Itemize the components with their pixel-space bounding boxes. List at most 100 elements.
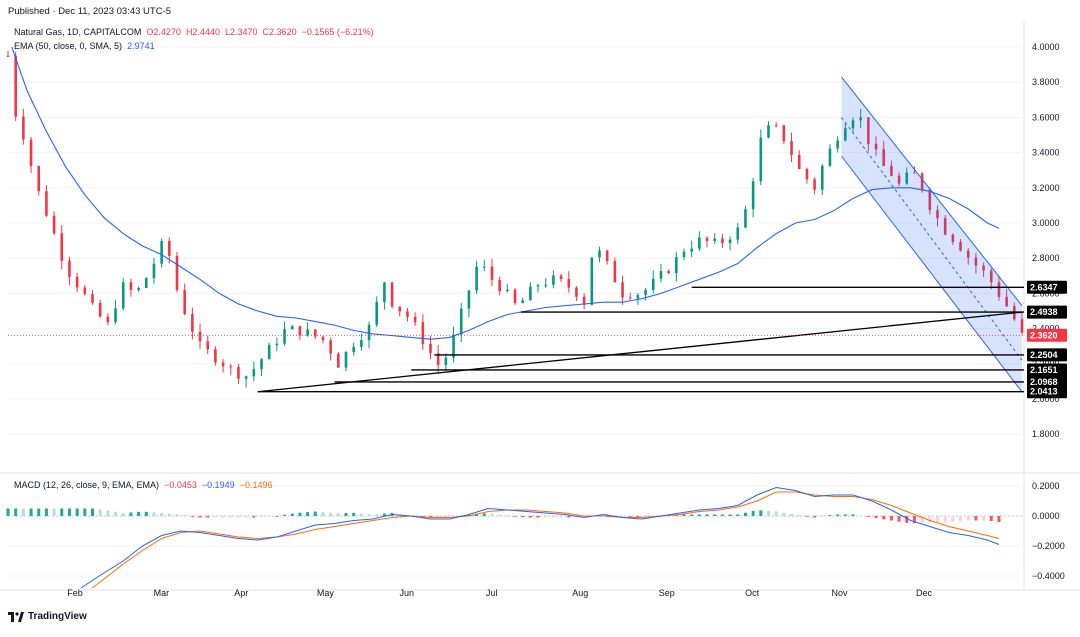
candle-down [989, 270, 993, 283]
macd-hist-bar [152, 512, 156, 516]
candle-down [14, 55, 17, 117]
level-label-box [1027, 375, 1067, 389]
candle-down [513, 289, 517, 304]
ema-label[interactable]: EMA (50, close, 0, SMA, 5) [14, 41, 123, 51]
macd-hist-bar [198, 516, 202, 518]
level-label-box [1027, 305, 1067, 319]
macd-hist-bar [329, 512, 333, 516]
macd-hist-bar [959, 516, 963, 522]
macd-hist-bar [367, 514, 371, 516]
macd-hist-bar [467, 514, 471, 516]
candle-up [475, 266, 478, 291]
candle-up [759, 137, 763, 182]
macd-legend[interactable]: MACD (12, 26, close, 9, EMA, EMA) −0.045… [14, 480, 272, 490]
change-value: −0.1565 (−6.21%) [301, 27, 374, 37]
macd-hist-bar [375, 514, 379, 516]
candle-down [436, 353, 440, 365]
price-tick-label: 3.0000 [1032, 218, 1060, 228]
level-label-box [1027, 348, 1067, 362]
published-line: Published · Dec 11, 2023 03:43 UTC-5 [8, 6, 172, 17]
candle-down [582, 296, 586, 305]
candle-up [360, 340, 363, 347]
price-tick-label: 2.4000 [1032, 324, 1060, 334]
candle-up [114, 308, 117, 323]
macd-hist-bar [697, 514, 701, 516]
macd-hist-bar [836, 514, 840, 516]
candle-down [398, 306, 402, 312]
candle-down [867, 117, 870, 144]
symbol-legend[interactable]: Natural Gas, 1D, CAPITALCOM O2.4270 H2.4… [14, 27, 374, 37]
macd-hist-bar [98, 509, 102, 516]
macd-hist-bar [359, 513, 363, 516]
candle-up [144, 278, 148, 288]
candle-down [605, 250, 609, 262]
macd-hist-bar [275, 516, 279, 517]
candle-down [129, 282, 133, 290]
price-tick-label: 2.8000 [1032, 253, 1060, 263]
candle-down [559, 275, 563, 280]
macd-hist-bar [728, 514, 732, 516]
macd-hist-bar [521, 516, 525, 518]
candle-up [690, 248, 693, 252]
macd-hist-bar [344, 513, 348, 516]
candle-down [298, 326, 302, 336]
candle-up [736, 227, 740, 240]
candle-down [98, 302, 102, 317]
ema-legend[interactable]: EMA (50, close, 0, SMA, 5) 2.9741 [14, 41, 155, 51]
price-tick-label: 3.4000 [1032, 148, 1060, 158]
candle-up [152, 263, 156, 279]
candle-up [659, 271, 663, 279]
macd-hist-bar [129, 512, 133, 516]
macd-line [80, 486, 1000, 588]
candle-up [137, 287, 140, 290]
ema-value: 2.9741 [127, 41, 155, 51]
macd-hist-bar [759, 510, 763, 516]
macd-hist-bar [37, 508, 41, 516]
macd-hist-bar [828, 515, 832, 516]
macd-hist-bar [989, 516, 993, 521]
candle-down [406, 311, 409, 317]
candle-up [529, 286, 532, 301]
candle-down [421, 322, 425, 344]
macd-hist-bar [774, 511, 778, 516]
time-tick-label: Sep [659, 588, 675, 598]
candle-down [974, 257, 978, 266]
macd-label[interactable]: MACD (12, 26, close, 9, EMA, EMA) [14, 480, 160, 490]
candle-up [544, 284, 548, 286]
macd-hist-bar [736, 514, 740, 516]
macd-hist-bar [452, 516, 456, 517]
macd-hist-bar [52, 508, 56, 516]
candle-down [429, 343, 432, 354]
candle-down [313, 329, 317, 337]
candle-down [936, 210, 939, 219]
macd-hist-bar [751, 510, 755, 516]
level-label-box [1027, 280, 1067, 294]
macd-hist-bar [951, 516, 955, 522]
tradingview-logo[interactable]: TradingView [8, 611, 87, 622]
macd-hist-bar [582, 516, 586, 518]
macd-hist-bar [882, 516, 886, 520]
macd-hist-bar [636, 516, 640, 518]
level-label: 2.0968 [1030, 377, 1058, 387]
candle-down [168, 241, 171, 256]
macd-hist-bar [482, 513, 486, 516]
macd-hist-bar [997, 516, 1001, 522]
macd-hist-bar [106, 510, 110, 516]
macd-hist-bar [290, 513, 294, 516]
candle-down [920, 173, 924, 190]
candle-down [797, 154, 801, 169]
macd-hist-bar [244, 516, 248, 518]
candle-down [982, 265, 985, 271]
ema-line [11, 46, 1000, 340]
macd-hist-bar [897, 516, 901, 522]
symbol-name[interactable]: Natural Gas, 1D, CAPITALCOM [14, 27, 142, 37]
macd-hist-bar [551, 516, 555, 518]
macd-hist-bar [267, 516, 271, 517]
macd-hist-bar [91, 508, 94, 516]
macd-hist-bar [974, 516, 978, 521]
macd-hist-bar [114, 511, 118, 516]
candle-up [728, 239, 732, 244]
candle-up [290, 326, 294, 330]
macd-tick-label: −0.4000 [1032, 571, 1065, 581]
